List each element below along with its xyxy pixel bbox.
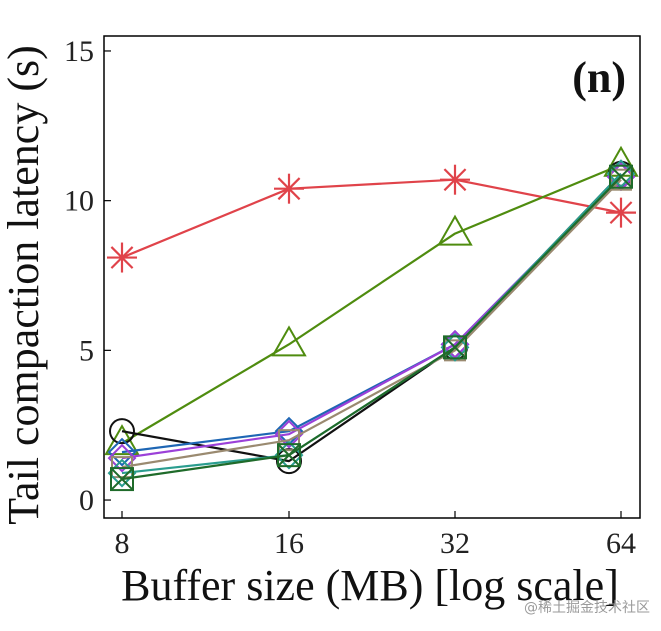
x-tick-label: 32 <box>440 527 470 560</box>
data-point-box <box>277 443 301 468</box>
data-point <box>107 242 137 273</box>
watermark: @稀土掘金技术社区 <box>524 600 650 616</box>
series-diamond <box>107 159 636 488</box>
series-line <box>121 175 622 460</box>
data-point <box>278 429 300 452</box>
data-point <box>107 437 137 467</box>
data-point-stroke <box>443 168 467 192</box>
data-point <box>606 197 636 228</box>
data-point <box>274 173 304 204</box>
x-tick-label: 64 <box>606 527 636 560</box>
data-point-cross <box>277 443 301 467</box>
series-line <box>121 178 622 469</box>
data-point-box <box>110 467 134 492</box>
series-line <box>121 172 622 463</box>
x-axis-title: Buffer size (MB) [log scale] <box>121 561 619 610</box>
data-point <box>110 467 134 492</box>
data-point-cross <box>609 165 633 189</box>
series-diamond <box>107 162 636 467</box>
y-axis-ticks: 0 5 10 15 <box>64 35 111 517</box>
y-tick-label: 5 <box>79 334 94 367</box>
data-point-cross <box>443 335 467 360</box>
data-point <box>107 443 137 473</box>
data-point <box>109 418 135 445</box>
y-tick-label: 15 <box>64 35 94 68</box>
series-line <box>121 175 622 481</box>
y-tick-label: 10 <box>64 185 94 218</box>
data-point <box>609 164 633 189</box>
series-line <box>121 163 622 445</box>
series-square <box>111 168 632 479</box>
panel-label: (n) <box>572 53 626 102</box>
series-square-x <box>110 164 633 492</box>
x-tick-label: 8 <box>115 527 130 560</box>
x-axis-ticks: 8 16 32 64 <box>115 511 636 560</box>
data-point-stroke <box>609 201 633 225</box>
data-point <box>277 443 301 468</box>
data-point <box>440 332 470 362</box>
series-line <box>121 178 622 259</box>
y-tick-label: 0 <box>79 484 94 517</box>
y-axis-title: Tail compaction latency (s) <box>0 45 48 525</box>
series-diamond <box>107 162 636 473</box>
data-point-stroke <box>277 177 301 201</box>
data-point-box <box>443 335 467 360</box>
data-point-box <box>609 164 633 189</box>
series-line <box>121 175 622 454</box>
series-line <box>121 172 622 475</box>
series-circle <box>109 160 634 475</box>
data-point <box>437 214 473 246</box>
data-point <box>440 164 470 195</box>
data-point-cross <box>110 467 134 491</box>
series-layer <box>104 145 639 492</box>
series-asterisk <box>107 164 636 273</box>
data-point <box>443 335 467 360</box>
x-tick-label: 16 <box>274 527 304 560</box>
series-triangle <box>104 145 639 456</box>
data-point-stroke <box>110 246 134 269</box>
data-point <box>271 325 307 357</box>
plot-frame <box>103 35 641 519</box>
